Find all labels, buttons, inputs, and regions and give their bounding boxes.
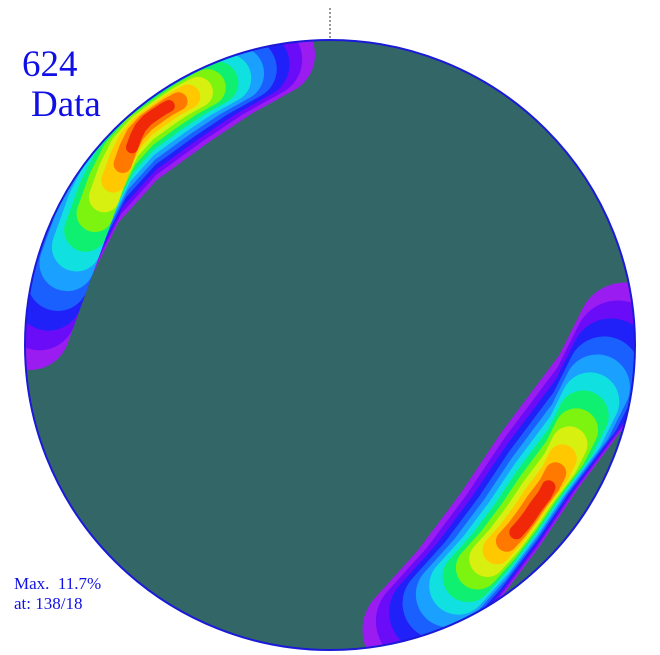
max-location-label: at: 138/18	[14, 594, 82, 613]
at-label-text: at:	[14, 594, 31, 613]
primitive-circle	[24, 39, 636, 651]
data-count: 624	[22, 44, 78, 85]
data-count-unit: Data	[31, 84, 101, 125]
max-location-value: 138/18	[35, 594, 83, 613]
max-density-value: 11.7%	[57, 574, 102, 593]
density-contours-southeast	[362, 282, 635, 650]
max-label-text: Max.	[14, 574, 50, 593]
density-contours-northwest	[25, 40, 315, 370]
max-density-label: Max. 11.7%	[14, 574, 101, 593]
contour-se-level-12	[509, 480, 556, 540]
contour-nw-level-12	[126, 100, 175, 154]
